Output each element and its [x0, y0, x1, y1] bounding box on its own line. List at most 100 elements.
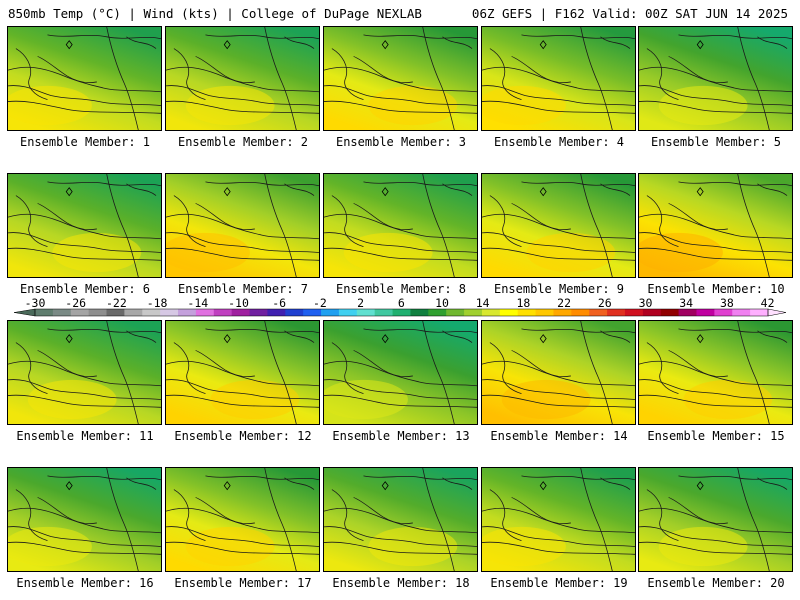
colorbar-tick-label: -22: [106, 296, 127, 310]
colorbar-segment: [142, 309, 161, 316]
colorbar-segment: [35, 309, 54, 316]
colorbar-segment: [571, 309, 590, 316]
colorbar-tick-label: 34: [679, 296, 694, 310]
member-label: Ensemble Member: 15: [647, 429, 785, 443]
colorbar-segment: [70, 309, 90, 316]
colorbar-segment: [481, 309, 501, 316]
colorbar-segment: [678, 309, 697, 316]
colorbar-tick-label: 6: [397, 296, 405, 310]
member-label: Ensemble Member: 7: [177, 282, 309, 296]
colorbar-tick-label: 18: [516, 296, 531, 310]
colorbar-segment: [660, 309, 680, 316]
colorbar-segment: [285, 309, 304, 316]
colorbar-segment: [750, 309, 769, 316]
member-label: Ensemble Member: 2: [177, 135, 309, 149]
member-map-panel: [7, 320, 162, 425]
colorbar-segment: [231, 309, 251, 316]
colorbar-segment: [88, 309, 108, 316]
member-map-panel: [165, 173, 320, 278]
member-label: Ensemble Member: 10: [647, 282, 785, 296]
member-map-panel: [323, 320, 478, 425]
member-label: Ensemble Member: 14: [490, 429, 628, 443]
member-label: Ensemble Member: 20: [647, 576, 785, 590]
colorbar-segment: [446, 309, 465, 316]
colorbar-tick-label: -10: [228, 296, 249, 310]
colorbar-tick-label: -6: [272, 296, 287, 310]
colorbar-segment: [392, 309, 411, 316]
header-left-title: 850mb Temp (°C) | Wind (kts) | College o…: [8, 6, 422, 21]
member-map-panel: [7, 26, 162, 131]
member-map-panel: [165, 467, 320, 572]
colorbar-tick-label: -30: [24, 296, 46, 310]
colorbar-segment: [696, 309, 715, 316]
member-map-panel: [7, 173, 162, 278]
colorbar-segment: [607, 309, 626, 316]
member-map-panel: [165, 26, 320, 131]
colorbar-segment: [714, 309, 733, 316]
member-map-panel: [481, 173, 636, 278]
member-label: Ensemble Member: 6: [19, 282, 151, 296]
member-label: Ensemble Member: 16: [16, 576, 154, 590]
header-right-title: 06Z GEFS | F162 Valid: 00Z SAT JUN 14 20…: [471, 6, 788, 21]
colorbar-tick-label: 38: [719, 296, 734, 310]
colorbar-segment: [356, 309, 376, 316]
colorbar-tick-label: 10: [435, 296, 449, 310]
colorbar-segment: [321, 309, 340, 316]
member-label: Ensemble Member: 1: [19, 135, 151, 149]
colorbar-high-arrow: [767, 308, 787, 317]
colorbar-segment: [464, 309, 483, 316]
colorbar-tick-label: -2: [312, 296, 327, 310]
colorbar-segment: [52, 309, 72, 316]
member-label: Ensemble Member: 5: [650, 135, 782, 149]
temperature-colorbar: [13, 308, 787, 317]
colorbar-tick-label: 14: [475, 296, 490, 310]
colorbar-tick-label: -26: [65, 296, 87, 310]
member-map-panel: [481, 320, 636, 425]
colorbar-segment: [499, 309, 519, 316]
colorbar-segment: [124, 309, 143, 316]
colorbar-segment: [428, 309, 447, 316]
member-map-panel: [638, 173, 793, 278]
colorbar-segment: [553, 309, 572, 316]
colorbar-segment: [410, 309, 429, 316]
colorbar-segment: [374, 309, 394, 316]
member-map-panel: [7, 467, 162, 572]
colorbar-tick-label: 22: [557, 296, 572, 310]
member-map-panel: [323, 467, 478, 572]
colorbar-segment: [178, 309, 197, 316]
colorbar-segment: [589, 309, 608, 316]
colorbar-tick-label: -18: [146, 296, 168, 310]
colorbar-segment: [106, 309, 125, 316]
member-label: Ensemble Member: 17: [174, 576, 312, 590]
colorbar-segment: [517, 309, 537, 316]
colorbar-segment: [535, 309, 554, 316]
colorbar-segment: [249, 309, 268, 316]
member-label: Ensemble Member: 12: [174, 429, 312, 443]
member-map-panel: [323, 173, 478, 278]
colorbar-segment: [303, 309, 322, 316]
colorbar-tick-label: -14: [187, 296, 209, 310]
member-map-panel: [481, 467, 636, 572]
colorbar-segment: [267, 309, 286, 316]
colorbar-tick-label: 2: [357, 296, 365, 310]
member-label: Ensemble Member: 9: [493, 282, 625, 296]
colorbar-tick-label: 30: [638, 296, 653, 310]
member-label: Ensemble Member: 13: [332, 429, 470, 443]
member-label: Ensemble Member: 4: [493, 135, 625, 149]
colorbar-low-arrow: [13, 308, 36, 317]
colorbar-segment: [195, 309, 215, 316]
member-label: Ensemble Member: 3: [335, 135, 467, 149]
member-label: Ensemble Member: 19: [490, 576, 628, 590]
colorbar-segment: [160, 309, 179, 316]
member-map-panel: [638, 467, 793, 572]
member-map-panel: [323, 26, 478, 131]
colorbar-segment: [642, 309, 662, 316]
colorbar-segment: [624, 309, 644, 316]
colorbar-segment: [732, 309, 751, 316]
member-map-panel: [165, 320, 320, 425]
colorbar-segment: [213, 309, 233, 316]
member-map-panel: [638, 26, 793, 131]
member-map-panel: [638, 320, 793, 425]
colorbar-tick-label: 26: [597, 296, 612, 310]
member-label: Ensemble Member: 8: [335, 282, 467, 296]
